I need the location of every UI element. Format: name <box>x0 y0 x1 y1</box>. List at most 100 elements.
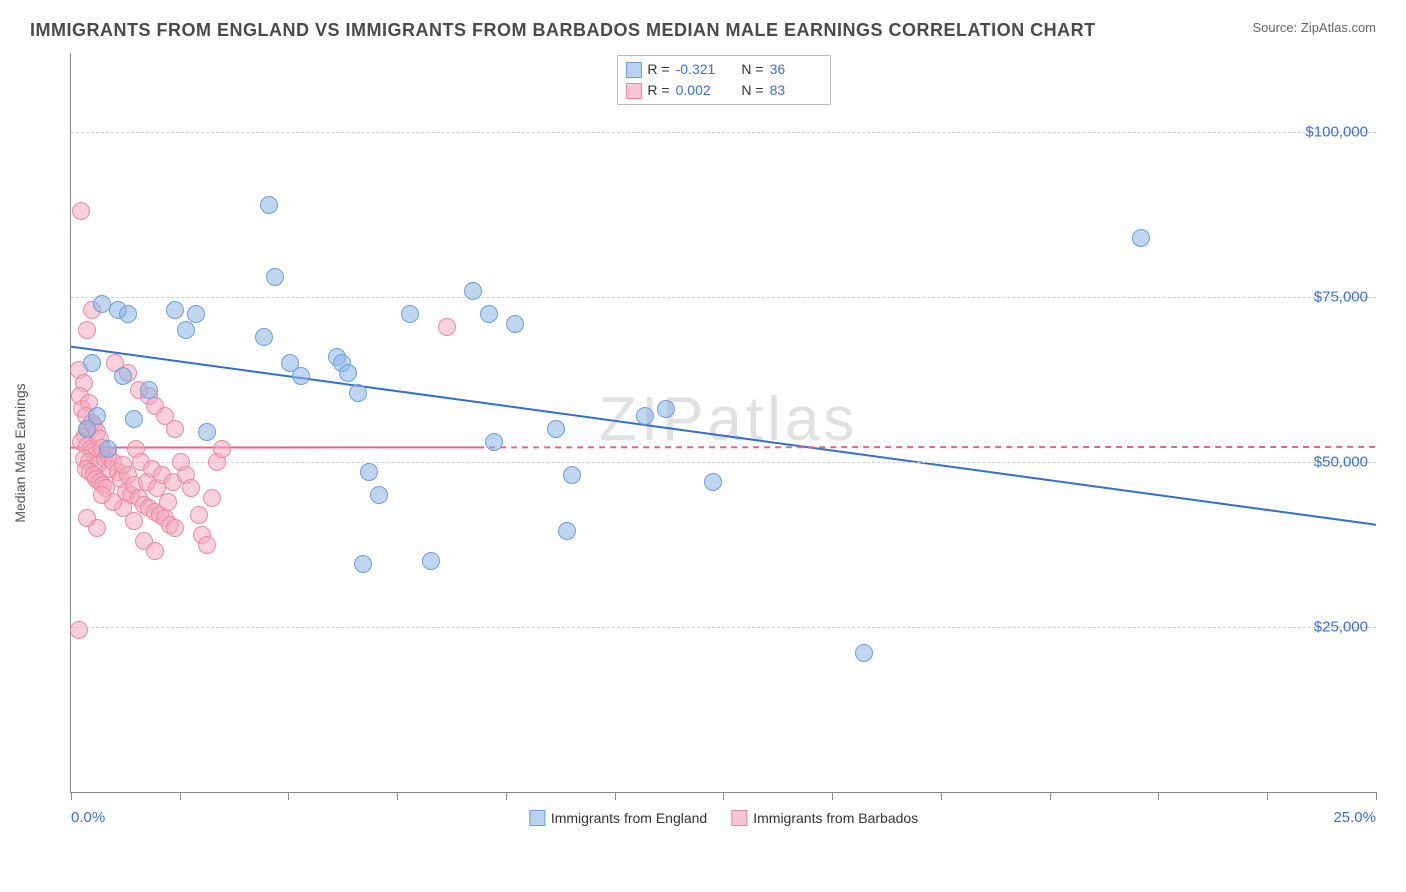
x-tick <box>506 792 507 800</box>
legend-item: Immigrants from Barbados <box>731 810 918 826</box>
x-tick <box>832 792 833 800</box>
grid-line <box>71 297 1376 298</box>
data-point <box>187 305 205 323</box>
correlation-stats-box: R = -0.321 N = 36R = 0.002 N = 83 <box>616 55 830 105</box>
x-tick <box>71 792 72 800</box>
data-point <box>657 400 675 418</box>
data-point <box>855 644 873 662</box>
stat-n-label: N = <box>734 80 764 101</box>
data-point <box>198 536 216 554</box>
data-point <box>704 473 722 491</box>
data-point <box>349 384 367 402</box>
y-axis-label: Median Male Earnings <box>12 383 28 522</box>
data-point <box>166 301 184 319</box>
data-point <box>203 489 221 507</box>
stats-row: R = -0.321 N = 36 <box>625 59 821 80</box>
source-citation: Source: ZipAtlas.com <box>1252 20 1376 35</box>
series-swatch <box>529 810 545 826</box>
data-point <box>464 282 482 300</box>
data-point <box>159 493 177 511</box>
data-point <box>438 318 456 336</box>
legend-label: Immigrants from England <box>551 810 707 826</box>
data-point <box>360 463 378 481</box>
data-point <box>255 328 273 346</box>
y-tick-label: $75,000 <box>1314 289 1368 306</box>
series-swatch <box>625 83 641 99</box>
stat-n-value: 36 <box>770 59 822 80</box>
data-point <box>78 509 96 527</box>
x-tick <box>180 792 181 800</box>
data-point <box>563 466 581 484</box>
data-point <box>72 202 90 220</box>
data-point <box>401 305 419 323</box>
data-point <box>177 321 195 339</box>
data-point <box>78 321 96 339</box>
data-point <box>146 542 164 560</box>
grid-line <box>71 627 1376 628</box>
series-legend: Immigrants from England Immigrants from B… <box>529 810 918 826</box>
x-tick <box>941 792 942 800</box>
x-tick <box>1050 792 1051 800</box>
data-point <box>198 423 216 441</box>
data-point <box>166 420 184 438</box>
data-point <box>558 522 576 540</box>
legend-item: Immigrants from England <box>529 810 707 826</box>
stat-r-label: R = <box>647 59 669 80</box>
data-point <box>266 268 284 286</box>
x-tick <box>1158 792 1159 800</box>
stats-row: R = 0.002 N = 83 <box>625 80 821 101</box>
data-point <box>260 196 278 214</box>
x-tick <box>1376 792 1377 800</box>
y-tick-label: $25,000 <box>1314 619 1368 636</box>
y-tick-label: $100,000 <box>1305 124 1368 141</box>
data-point <box>190 506 208 524</box>
chart-container: IMMIGRANTS FROM ENGLAND VS IMMIGRANTS FR… <box>0 0 1406 892</box>
data-point <box>99 440 117 458</box>
plot-wrapper: Median Male Earnings ZIPatlas R = -0.321… <box>30 53 1376 853</box>
data-point <box>547 420 565 438</box>
x-tick <box>397 792 398 800</box>
data-point <box>182 479 200 497</box>
stat-n-value: 83 <box>770 80 822 101</box>
data-point <box>1132 229 1150 247</box>
data-point <box>480 305 498 323</box>
x-axis-min-label: 0.0% <box>71 809 105 826</box>
data-point <box>485 433 503 451</box>
data-point <box>422 552 440 570</box>
chart-title: IMMIGRANTS FROM ENGLAND VS IMMIGRANTS FR… <box>30 20 1096 41</box>
plot-area: ZIPatlas R = -0.321 N = 36R = 0.002 N = … <box>70 53 1376 793</box>
stat-r-value: -0.321 <box>676 59 728 80</box>
x-axis-max-label: 25.0% <box>1333 809 1376 826</box>
data-point <box>140 381 158 399</box>
data-point <box>83 354 101 372</box>
header-row: IMMIGRANTS FROM ENGLAND VS IMMIGRANTS FR… <box>30 20 1376 41</box>
data-point <box>370 486 388 504</box>
x-tick <box>615 792 616 800</box>
data-point <box>119 305 137 323</box>
series-swatch <box>731 810 747 826</box>
x-tick <box>288 792 289 800</box>
data-point <box>292 367 310 385</box>
data-point <box>354 555 372 573</box>
data-point <box>70 621 88 639</box>
x-tick <box>723 792 724 800</box>
legend-label: Immigrants from Barbados <box>753 810 918 826</box>
data-point <box>114 367 132 385</box>
grid-line <box>71 132 1376 133</box>
data-point <box>213 440 231 458</box>
x-tick <box>1267 792 1268 800</box>
data-point <box>506 315 524 333</box>
stat-n-label: N = <box>734 59 764 80</box>
data-point <box>636 407 654 425</box>
data-point <box>166 519 184 537</box>
y-tick-label: $50,000 <box>1314 454 1368 471</box>
data-point <box>78 420 96 438</box>
data-point <box>125 410 143 428</box>
stat-r-value: 0.002 <box>676 80 728 101</box>
series-swatch <box>625 62 641 78</box>
data-point <box>93 486 111 504</box>
grid-line <box>71 462 1376 463</box>
trend-lines-layer <box>71 53 1376 792</box>
data-point <box>339 364 357 382</box>
stat-r-label: R = <box>647 80 669 101</box>
